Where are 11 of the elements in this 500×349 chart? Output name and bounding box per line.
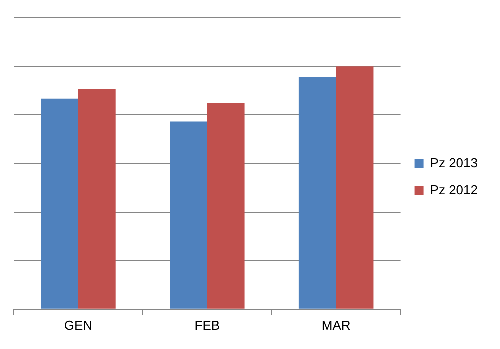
x-tick-label: MAR bbox=[322, 318, 351, 333]
bar bbox=[78, 89, 116, 309]
bar bbox=[336, 66, 374, 309]
bar bbox=[298, 77, 336, 309]
x-tick-label: FEB bbox=[194, 318, 220, 333]
bar bbox=[170, 122, 208, 309]
legend-label: Pz 2013 bbox=[430, 156, 478, 171]
x-tick-label: GEN bbox=[64, 318, 93, 333]
bar bbox=[41, 98, 78, 309]
legend-label: Pz 2012 bbox=[430, 182, 478, 198]
bar bbox=[207, 103, 245, 309]
